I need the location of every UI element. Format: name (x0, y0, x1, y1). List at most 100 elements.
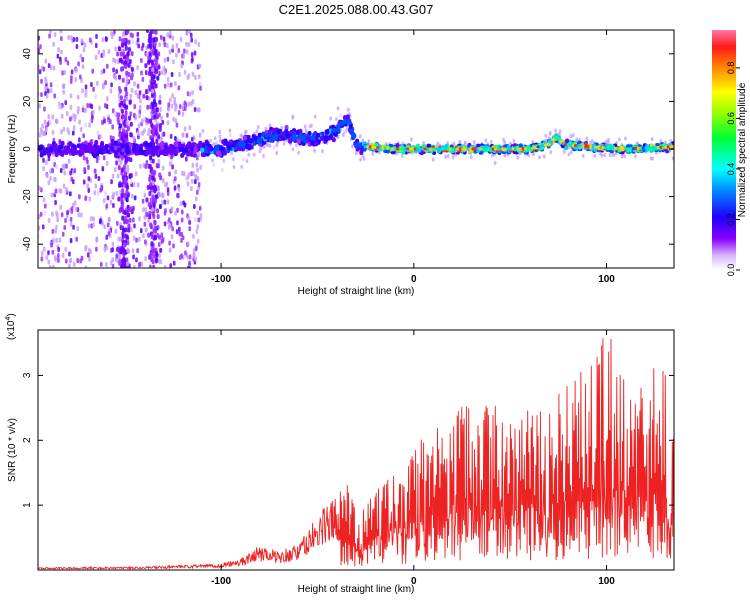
noise-mark (138, 104, 142, 110)
noise-mark (371, 151, 375, 156)
noise-mark (158, 204, 162, 210)
noise-mark (185, 30, 188, 36)
noise-mark (47, 156, 51, 162)
noise-mark (80, 38, 84, 44)
noise-mark (188, 260, 191, 266)
noise-mark (174, 80, 177, 86)
noise-mark (74, 206, 78, 212)
noise-mark (195, 162, 199, 168)
noise-mark (182, 171, 186, 177)
noise-mark (196, 167, 199, 173)
signal-mark (426, 143, 431, 149)
noise-mark (145, 160, 149, 166)
x-tick-label: -100 (211, 576, 231, 587)
noise-mark (228, 133, 232, 138)
noise-mark (51, 168, 54, 174)
noise-mark (190, 37, 194, 43)
noise-mark (117, 92, 121, 98)
noise-mark (490, 139, 493, 144)
noise-mark (154, 50, 158, 56)
signal-mark (295, 130, 300, 136)
noise-mark (62, 83, 66, 89)
noise-mark (313, 148, 316, 153)
noise-mark (53, 32, 57, 38)
noise-mark (183, 126, 187, 132)
noise-mark (175, 43, 179, 49)
noise-mark (136, 93, 140, 99)
noise-mark (187, 265, 190, 268)
noise-mark (69, 221, 73, 227)
noise-mark (38, 132, 42, 138)
noise-mark (272, 145, 276, 150)
signal-mark (203, 148, 208, 154)
noise-mark (72, 261, 76, 267)
noise-mark (150, 123, 154, 129)
noise-mark (571, 133, 575, 138)
noise-mark (148, 176, 152, 182)
signal-mark (113, 145, 118, 151)
noise-mark (87, 187, 91, 193)
signal-mark (565, 138, 570, 144)
noise-mark (194, 179, 197, 185)
noise-mark (153, 235, 157, 241)
noise-mark (129, 121, 133, 127)
noise-mark (160, 70, 164, 76)
noise-mark (68, 251, 71, 257)
noise-mark (362, 156, 366, 161)
signal-mark (253, 135, 258, 141)
noise-mark (154, 250, 158, 256)
noise-mark (166, 56, 170, 62)
noise-mark (94, 42, 98, 48)
noise-mark (127, 223, 131, 229)
noise-mark (118, 208, 122, 214)
signal-mark (206, 146, 211, 152)
noise-mark (89, 249, 92, 255)
noise-mark (172, 59, 175, 65)
noise-mark (167, 102, 171, 108)
noise-mark (180, 217, 184, 223)
noise-mark (59, 204, 63, 210)
noise-mark (120, 182, 124, 188)
noise-mark (57, 246, 60, 252)
noise-mark (188, 254, 192, 260)
noise-mark (123, 242, 127, 248)
noise-mark (179, 36, 183, 42)
noise-mark (191, 57, 194, 63)
noise-mark (140, 70, 143, 76)
snr-line (38, 338, 674, 570)
noise-mark (171, 93, 174, 99)
noise-mark (69, 78, 73, 84)
noise-mark (47, 259, 51, 265)
noise-mark (52, 65, 56, 71)
noise-mark (99, 133, 102, 139)
noise-mark (105, 36, 108, 42)
noise-mark (79, 258, 82, 264)
noise-mark (55, 224, 58, 230)
signal-mark (178, 147, 183, 153)
noise-mark (154, 130, 158, 136)
signal-mark (80, 144, 85, 150)
noise-mark (103, 118, 106, 124)
noise-mark (130, 75, 134, 81)
noise-mark (166, 199, 170, 205)
signal-mark (83, 146, 88, 152)
noise-mark (143, 192, 147, 198)
x-tick-label: 0 (411, 274, 417, 285)
noise-mark (244, 130, 247, 135)
noise-mark (72, 113, 76, 119)
spectrogram-xlabel: Height of straight line (km) (298, 286, 415, 297)
noise-mark (121, 113, 125, 119)
noise-mark (137, 236, 141, 242)
noise-mark (82, 155, 86, 161)
signal-mark (338, 120, 343, 126)
noise-mark (197, 182, 201, 188)
noise-mark (84, 84, 88, 90)
noise-mark (111, 173, 115, 179)
noise-mark (168, 49, 172, 55)
noise-mark (175, 229, 179, 235)
snr-panel: -100 0 100 1 2 3 (x104) Height of straight li… (5, 313, 675, 595)
noise-mark (218, 134, 222, 139)
noise-mark (54, 255, 57, 261)
noise-mark (198, 132, 202, 138)
signal-mark (324, 129, 329, 135)
